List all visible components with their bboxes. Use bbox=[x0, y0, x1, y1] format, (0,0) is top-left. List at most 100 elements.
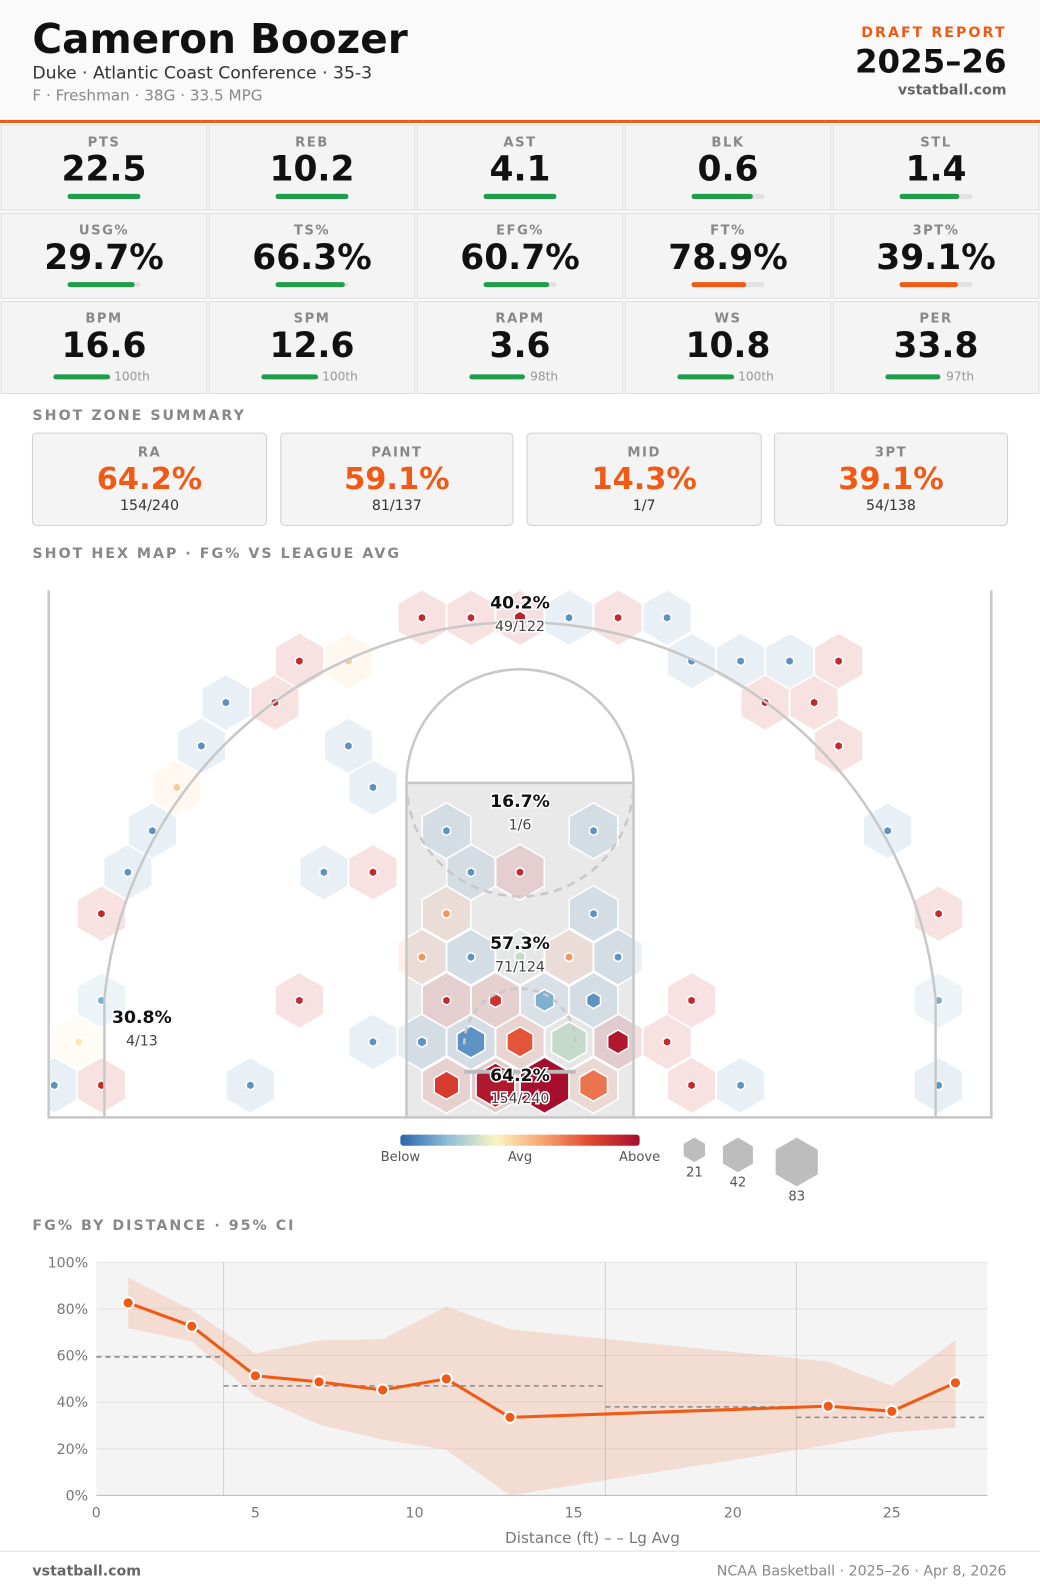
hex bbox=[686, 994, 697, 1007]
hex bbox=[882, 825, 893, 837]
hex bbox=[96, 908, 107, 920]
stat-label: PTS bbox=[88, 135, 121, 150]
hex bbox=[196, 740, 207, 752]
hex bbox=[466, 951, 476, 963]
size-legend-label: 83 bbox=[788, 1190, 805, 1205]
zone-label: MID bbox=[627, 445, 660, 460]
hex bbox=[441, 825, 452, 837]
point bbox=[503, 1410, 517, 1424]
zone-annotation-count: 71/124 bbox=[495, 959, 545, 975]
hex bbox=[441, 994, 452, 1007]
hex bbox=[735, 655, 746, 667]
hex bbox=[506, 1025, 534, 1058]
x-tick-label: 15 bbox=[565, 1506, 583, 1522]
hex bbox=[564, 951, 574, 963]
hex bbox=[417, 951, 427, 963]
hex bbox=[245, 1079, 256, 1091]
stat-bar bbox=[899, 193, 960, 199]
x-tick-label: 20 bbox=[724, 1506, 742, 1522]
hex bbox=[466, 866, 476, 878]
stat-value: 22.5 bbox=[61, 150, 146, 190]
hex bbox=[466, 612, 476, 624]
hex bbox=[833, 655, 844, 667]
footer-right: NCAA Basketball · 2025–26 · Apr 8, 2026 bbox=[717, 1564, 1007, 1580]
hex bbox=[613, 612, 623, 624]
zone-pct: 39.1% bbox=[838, 462, 943, 497]
stat-bar bbox=[691, 282, 747, 288]
point bbox=[185, 1319, 199, 1333]
stat-percentile: 100th bbox=[322, 369, 358, 383]
hex bbox=[588, 825, 599, 837]
stat-value: 10.2 bbox=[269, 150, 354, 190]
point bbox=[439, 1372, 453, 1386]
hex bbox=[368, 781, 378, 793]
hex bbox=[735, 1079, 746, 1091]
zone-annotation: 16.7% bbox=[490, 792, 550, 812]
hex bbox=[515, 866, 525, 878]
zone-annotation: 64.2% bbox=[490, 1066, 550, 1086]
y-tick-label: 20% bbox=[57, 1442, 89, 1458]
color-legend bbox=[400, 1134, 640, 1146]
zone-annotation: 57.3% bbox=[490, 934, 550, 954]
annotation-layer: 40.2% 49/122 16.7% 1/6 57.3% 71/124 64.2% 154/2… bbox=[111, 592, 552, 1109]
hex bbox=[686, 1079, 697, 1091]
report-label: DRAFT REPORT bbox=[861, 25, 1006, 41]
hex bbox=[74, 1036, 84, 1048]
stat-label: USG% bbox=[79, 223, 129, 238]
stat-label: BLK bbox=[711, 135, 744, 150]
size-legend-hex bbox=[775, 1137, 818, 1187]
stat-tile bbox=[0, 212, 208, 299]
zone-label: PAINT bbox=[371, 445, 422, 460]
hex bbox=[294, 994, 305, 1007]
y-tick-label: 40% bbox=[57, 1395, 89, 1411]
player-name: Cameron Boozer bbox=[32, 15, 407, 63]
stat-value: 10.8 bbox=[685, 326, 770, 366]
x-tick-label: 25 bbox=[883, 1506, 901, 1522]
hex bbox=[833, 740, 844, 752]
zone-pct: 64.2% bbox=[97, 462, 202, 497]
stat-label: PER bbox=[919, 312, 952, 327]
hex bbox=[147, 825, 158, 837]
stat-value: 39.1% bbox=[876, 238, 996, 278]
stat-label: AST bbox=[503, 135, 536, 150]
hex bbox=[662, 612, 672, 624]
stat-percentile: 98th bbox=[530, 369, 558, 383]
hex bbox=[534, 988, 555, 1013]
zone-made: 81/137 bbox=[372, 498, 422, 514]
size-legend-label: 21 bbox=[686, 1165, 703, 1180]
hex bbox=[809, 697, 819, 709]
hex bbox=[578, 1068, 609, 1103]
stat-tile bbox=[0, 300, 208, 395]
point bbox=[312, 1375, 326, 1389]
hex bbox=[564, 612, 574, 624]
stat-label: FT% bbox=[710, 223, 746, 238]
zone-made: 1/7 bbox=[633, 498, 656, 514]
hex bbox=[294, 655, 305, 667]
stat-percentile: 100th bbox=[738, 369, 774, 383]
hex bbox=[933, 908, 944, 920]
size-legend-hex bbox=[683, 1137, 705, 1163]
stat-bar bbox=[261, 374, 319, 380]
stat-label: BPM bbox=[85, 312, 122, 327]
size-legend-hex bbox=[722, 1137, 753, 1173]
hex bbox=[662, 1036, 672, 1048]
stat-bar bbox=[483, 282, 550, 288]
hex bbox=[784, 655, 795, 667]
stat-value: 29.7% bbox=[44, 238, 164, 278]
header-rule bbox=[0, 119, 1040, 123]
section-title: FG% BY DISTANCE · 95% CI bbox=[32, 1218, 295, 1234]
stat-label: REB bbox=[295, 135, 329, 150]
zone-pct: 14.3% bbox=[591, 462, 696, 497]
hex bbox=[368, 1036, 378, 1048]
size-legend-label: 42 bbox=[730, 1175, 747, 1190]
hex bbox=[613, 951, 623, 963]
stat-bar bbox=[469, 374, 525, 380]
stat-label: TS% bbox=[294, 223, 330, 238]
hex bbox=[514, 950, 526, 964]
hex bbox=[441, 908, 452, 920]
stat-value: 66.3% bbox=[252, 238, 372, 278]
stat-value: 33.8 bbox=[893, 326, 978, 366]
stat-value: 60.7% bbox=[460, 238, 580, 278]
